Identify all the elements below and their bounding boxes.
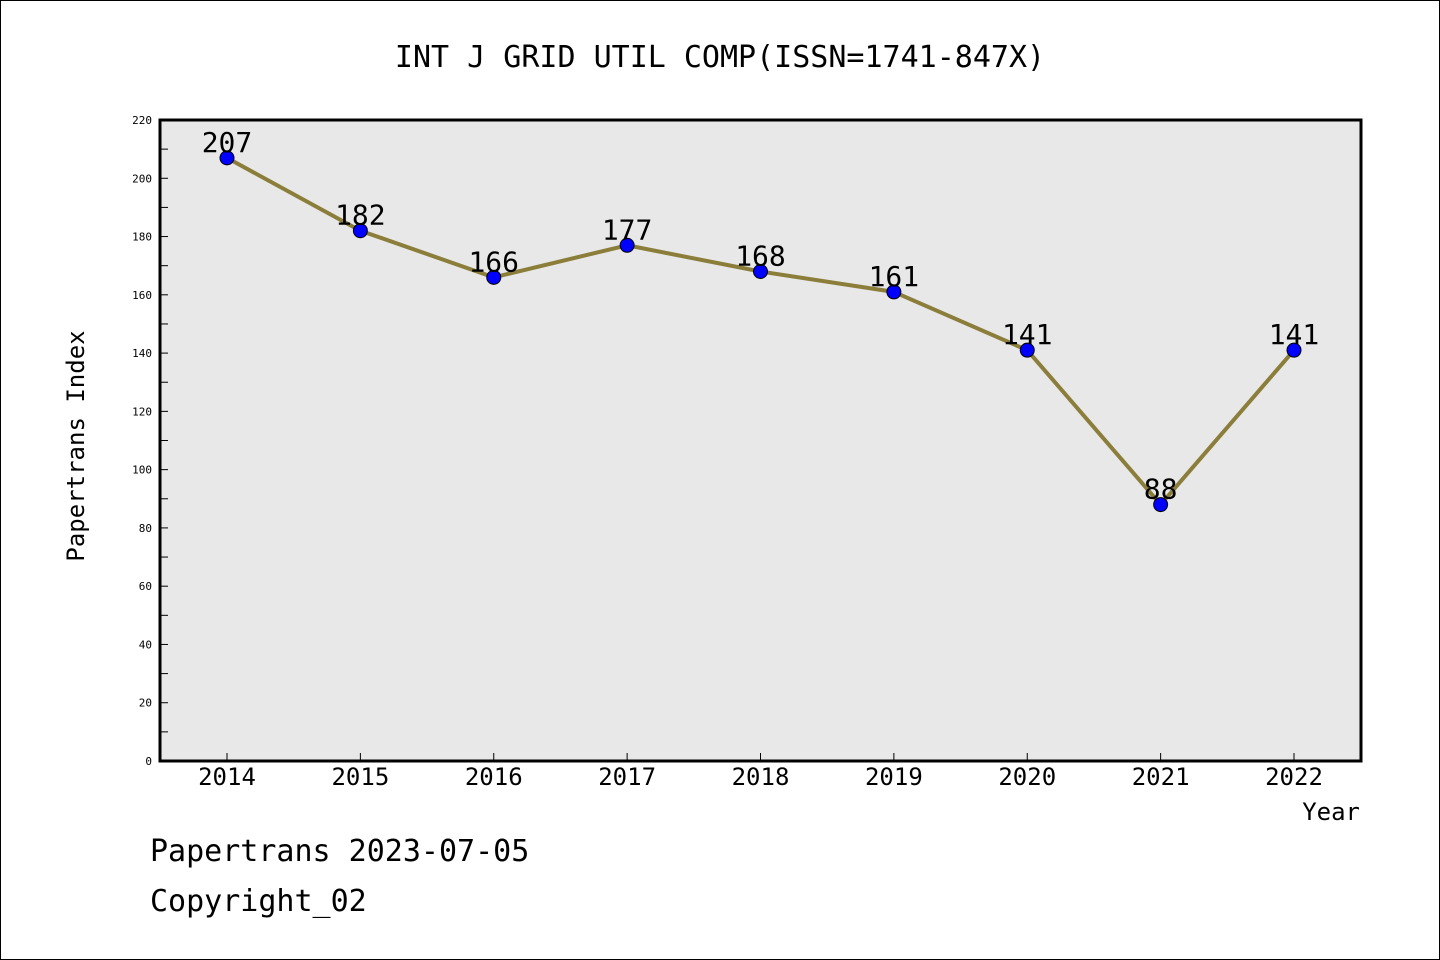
data-point — [1286, 342, 1302, 358]
data-point — [219, 150, 235, 166]
data-point — [1153, 497, 1169, 513]
x-tick-label: 2020 — [998, 763, 1056, 791]
data-label: 207 — [202, 126, 253, 159]
x-tick-label: 2016 — [465, 763, 523, 791]
data-label: 161 — [869, 260, 920, 293]
x-tick-label: 2021 — [1132, 763, 1190, 791]
data-point — [1019, 342, 1035, 358]
x-tick-label: 2015 — [331, 763, 389, 791]
footer-copyright: Copyright_02 — [150, 884, 367, 919]
x-tick-label: 2018 — [732, 763, 790, 791]
data-point — [753, 264, 768, 280]
data-label: 141 — [1269, 318, 1320, 351]
data-label: 168 — [735, 240, 786, 273]
data-point — [619, 237, 635, 253]
x-tick-label: 2019 — [865, 763, 923, 791]
plot-border — [158, 118, 1363, 763]
y-tick-label: 120 — [132, 405, 152, 418]
chart-title: INT J GRID UTIL COMP(ISSN=1741-847X) — [395, 40, 1045, 75]
y-tick-label: 140 — [132, 347, 152, 360]
x-tick-label: 2014 — [198, 763, 256, 791]
footer-date: Papertrans 2023-07-05 — [150, 834, 530, 869]
series-markers — [219, 150, 1302, 513]
data-label: 141 — [1002, 318, 1053, 351]
y-tick-label: 20 — [139, 697, 152, 710]
y-tick-label: 60 — [139, 580, 152, 593]
x-axis: 2014 2015 2016 2017 2018 2019 2020 2021 2022 — [198, 753, 1323, 791]
data-point — [886, 284, 902, 300]
x-tick-label: 2022 — [1265, 763, 1323, 791]
y-tick-label: 40 — [139, 638, 152, 651]
x-tick-label: 2017 — [598, 763, 656, 791]
data-point — [352, 223, 368, 239]
y-tick-label: 200 — [132, 172, 152, 185]
y-tick-label: 160 — [132, 289, 152, 302]
data-point — [486, 269, 502, 285]
data-label: 182 — [335, 199, 386, 232]
y-tick-label: 100 — [132, 464, 152, 477]
y-tick-label: 0 — [145, 755, 152, 768]
data-labels: 207 182 166 177 168 161 141 88 141 — [202, 126, 1320, 506]
y-tick-label: 80 — [139, 522, 152, 535]
y-tick-label: 180 — [132, 231, 152, 244]
x-axis-label: Year — [1302, 798, 1360, 826]
y-tick-label: 220 — [132, 114, 152, 127]
y-axis-label: Papertrans Index — [62, 330, 90, 561]
data-label: 88 — [1144, 473, 1178, 506]
data-label: 166 — [468, 245, 519, 278]
data-label: 177 — [602, 213, 653, 246]
